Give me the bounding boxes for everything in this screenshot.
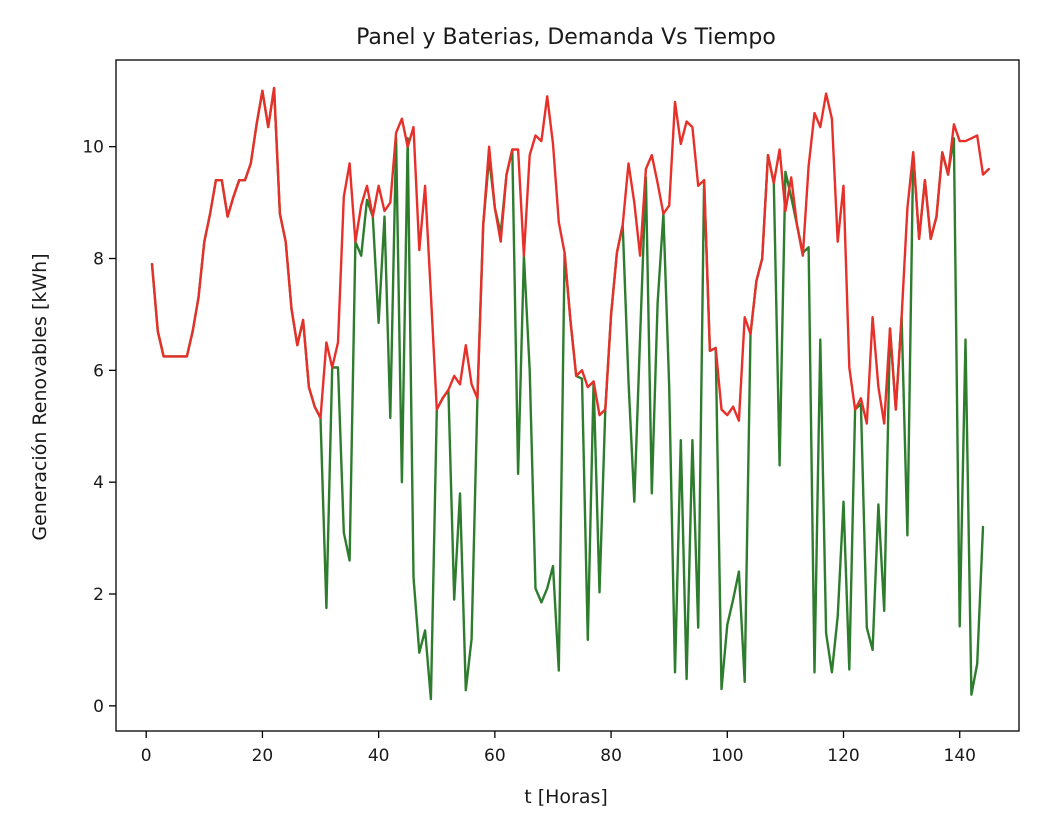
y-tick-label: 0	[93, 697, 104, 717]
x-tick-label: 60	[484, 746, 506, 766]
series-layer	[150, 86, 990, 701]
x-tick-label: 140	[944, 746, 976, 766]
y-tick-label: 10	[82, 138, 104, 158]
chart-title: Panel y Baterias, Demanda Vs Tiempo	[356, 25, 776, 50]
y-tick-label: 8	[93, 250, 104, 270]
plot-frame	[115, 59, 1020, 732]
x-tick-label: 0	[141, 746, 152, 766]
y-tick-label: 4	[93, 473, 104, 493]
series-line-red	[150, 86, 990, 425]
y-tick-label: 6	[93, 361, 104, 381]
x-tick-label: 80	[600, 746, 622, 766]
x-tick-label: 120	[827, 746, 859, 766]
x-axis-label: t [Horas]	[524, 786, 608, 808]
ticks-layer: 0 20 40 60 80 100 120 140 0 2 4 6 8 10	[82, 138, 976, 766]
y-axis-label: Generación Renovables [kWh]	[29, 253, 51, 540]
x-tick-label: 40	[368, 746, 390, 766]
series-line-green	[150, 86, 985, 701]
y-tick-label: 2	[93, 585, 104, 605]
x-tick-label: 20	[252, 746, 274, 766]
x-tick-label: 100	[711, 746, 743, 766]
